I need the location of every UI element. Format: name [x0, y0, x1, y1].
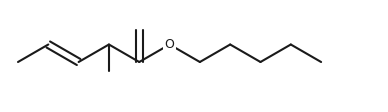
- Text: O: O: [165, 38, 175, 51]
